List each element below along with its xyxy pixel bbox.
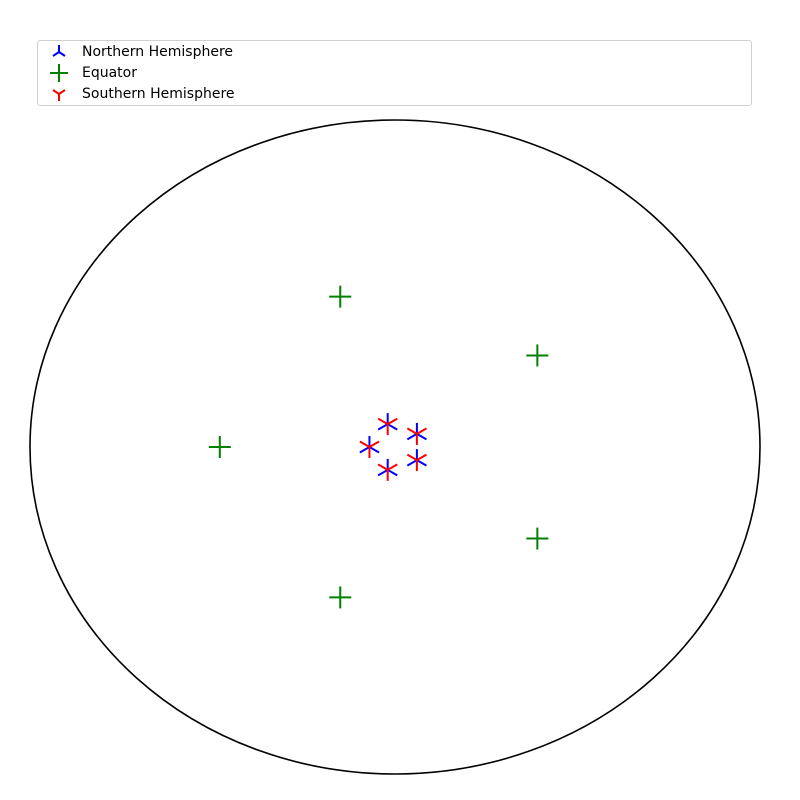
legend-entry-equator: Equator	[46, 63, 137, 83]
data-point-tri-up-2-3	[377, 463, 398, 481]
data-point-tri-up-2-4	[359, 440, 380, 458]
legend-label-northern: Northern Hemisphere	[82, 44, 233, 60]
legend-entry-southern: Southern Hemisphere	[46, 84, 235, 104]
data-point-tri-down-0-2	[406, 449, 427, 467]
legend-label-equator: Equator	[82, 65, 137, 81]
data-point-tri-down-0-3	[377, 458, 398, 477]
data-point-tri-down-0-1	[406, 422, 427, 441]
legend-label-southern: Southern Hemisphere	[82, 86, 235, 102]
tri-down-marker-icon	[52, 45, 66, 57]
plus-marker-icon	[50, 64, 68, 82]
tri-up-marker-icon	[52, 89, 66, 101]
legend: Northern Hemisphere Equator Southern Hem…	[37, 40, 752, 106]
data-point-tri-up-2-1	[406, 427, 427, 445]
data-marks	[208, 285, 549, 609]
data-point-plus-1-2	[208, 436, 231, 458]
globe-outline	[29, 119, 761, 775]
data-point-tri-up-2-2	[406, 453, 427, 472]
data-point-plus-1-3	[526, 527, 549, 550]
data-point-tri-up-2-0	[377, 417, 398, 436]
data-point-tri-down-0-0	[377, 413, 398, 431]
data-point-plus-1-4	[329, 586, 352, 609]
data-point-plus-1-1	[526, 344, 549, 367]
data-point-tri-down-0-4	[359, 436, 380, 454]
legend-entry-northern: Northern Hemisphere	[46, 42, 233, 62]
data-point-plus-1-0	[329, 285, 352, 308]
